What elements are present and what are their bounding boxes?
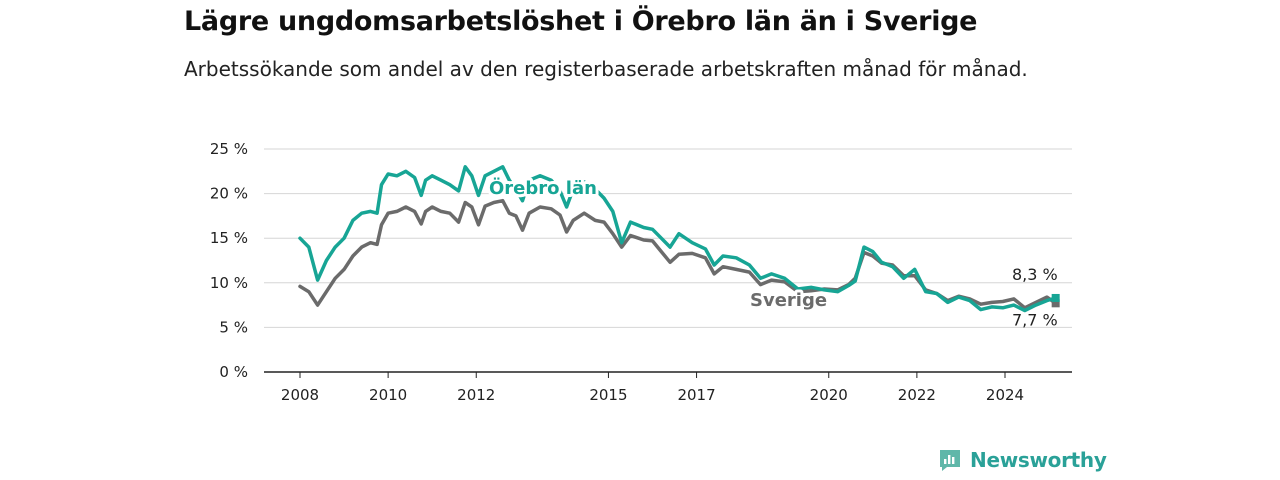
y-tick-label: 15 % <box>210 229 248 247</box>
series-line-orebro <box>298 165 1058 313</box>
y-axis: 0 % 5 % 10 % 15 % 20 % 25 % <box>210 140 248 381</box>
end-label-orebro: 8,3 % <box>1012 265 1058 284</box>
series-label-orebro-halo: Örebro län <box>489 177 597 199</box>
end-marker-sverige <box>1051 299 1060 308</box>
x-tick-label: 2010 <box>369 386 407 404</box>
series-label-sverige: Sverige <box>750 290 827 311</box>
end-label-sverige: 7,7 % <box>1012 310 1058 329</box>
x-tick-label: 2024 <box>986 386 1024 404</box>
x-tick-label: 2015 <box>589 386 627 404</box>
series-line-sverige <box>298 198 1058 310</box>
y-tick-label: 5 % <box>219 318 248 336</box>
series-label-orebro: Örebro län <box>489 177 597 199</box>
end-marker-orebro <box>1051 293 1060 302</box>
brand-name: Newsworthy <box>970 448 1107 472</box>
x-tick-label: 2008 <box>281 386 319 404</box>
x-tick-label: 2020 <box>810 386 848 404</box>
chart-title: Lägre ungdomsarbetslöshet i Örebro län ä… <box>184 6 978 37</box>
newsworthy-logo[interactable]: Newsworthy <box>938 448 1107 472</box>
y-tick-label: 10 % <box>210 274 248 292</box>
y-tick-label: 0 % <box>219 363 248 381</box>
newsworthy-logo-icon <box>940 450 960 471</box>
x-tick-label: 2022 <box>898 386 936 404</box>
x-tick-label: 2012 <box>457 386 495 404</box>
y-tick-label: 25 % <box>210 140 248 158</box>
y-tick-label: 20 % <box>210 185 248 203</box>
series-label-sverige-halo: Sverige <box>750 290 827 311</box>
x-tick-label: 2017 <box>677 386 715 404</box>
series-lines <box>298 165 1060 313</box>
chart-subtitle: Arbetssökande som andel av den registerb… <box>184 57 1028 81</box>
grid-lines <box>264 148 1072 373</box>
x-axis: 2008 2010 2012 2015 2017 2020 2022 2024 <box>281 372 1024 404</box>
